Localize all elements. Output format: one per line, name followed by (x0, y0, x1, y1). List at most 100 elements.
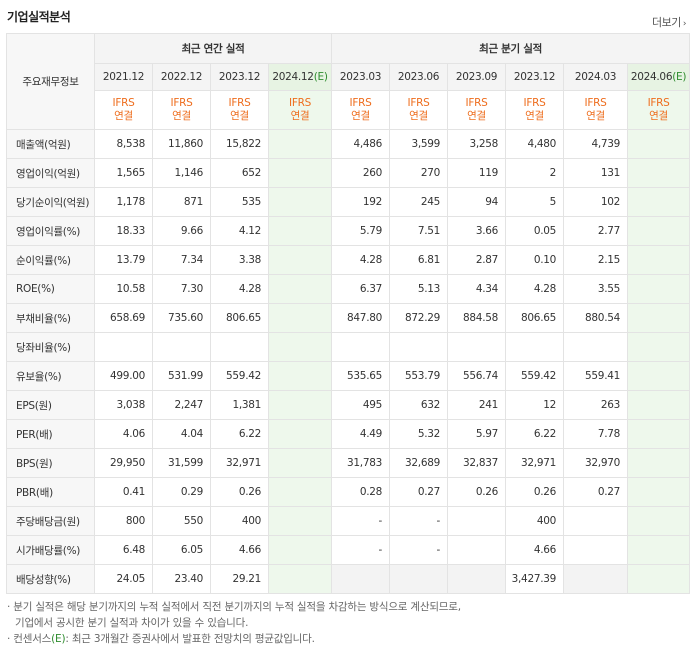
quarter-value: 270 (389, 158, 448, 188)
quarter-value (447, 535, 506, 565)
quarter-value: 192 (331, 187, 390, 217)
quarter-value: - (331, 506, 390, 536)
quarter-value: 32,971 (505, 448, 564, 478)
ifrs-cell: IFRS 연결 (563, 90, 628, 130)
ifrs-label: IFRS (407, 97, 430, 109)
quarter-value: 119 (447, 158, 506, 188)
quarter-value (331, 564, 390, 594)
quarter-value (447, 564, 506, 594)
annual-value: 735.60 (152, 303, 211, 333)
ifrs-sub-label: 연결 (290, 110, 310, 122)
quarter-value: 5.32 (389, 419, 448, 449)
quarter-value (563, 506, 628, 536)
more-link[interactable]: 더보기 › (652, 14, 687, 30)
quarter-value: 4,739 (563, 129, 628, 159)
ifrs-sub-label: 연결 (172, 110, 191, 122)
ifrs-sub-label: 연결 (525, 110, 544, 122)
quarter-value: 847.80 (331, 303, 390, 333)
quarter-value (447, 506, 506, 536)
ifrs-cell: IFRS 연결 (447, 90, 506, 130)
ifrs-cell: IFRS 연결 (626, 90, 691, 130)
quarter-value: 0.27 (563, 477, 628, 507)
quarter-value: 6.37 (331, 274, 390, 304)
ifrs-cell: IFRS 연결 (268, 90, 332, 130)
annual-value (268, 535, 332, 565)
annual-period-1: 2022.12 (152, 63, 211, 91)
consensus-label: · 컨센서스 (7, 633, 52, 645)
table-row: 주당배당금(원) 800 550 400- -400 (6, 506, 691, 536)
consensus-desc: : 최근 3개월간 증권사에서 발표한 전망치의 평균값입니다. (65, 633, 315, 645)
consensus-estimate-mark: (E) (51, 633, 66, 645)
quarter-value (626, 506, 691, 536)
quarter-value (626, 187, 691, 217)
table-row: 매출액(억원) 8,538 11,860 15,822 4,486 3,599 3,258 4… (6, 129, 691, 159)
table-row: 영업이익률(%) 18.33 9.66 4.12 5.79 7.51 3.66 0.05 2.7… (6, 216, 691, 246)
quarter-value: - (389, 506, 448, 536)
annual-value: 13.79 (94, 245, 153, 275)
ifrs-cell: IFRS 연결 (389, 90, 448, 130)
annual-value: 535 (210, 187, 269, 217)
financial-table: 주요재무정보 최근 연간 실적 최근 분기 실적 2021.12 2022.12 2… (6, 33, 691, 594)
quarter-value: 2 (505, 158, 564, 188)
annual-value: 806.65 (210, 303, 269, 333)
annual-value: 18.33 (94, 216, 153, 246)
quarter-value: 6.81 (389, 245, 448, 275)
annual-value: 0.29 (152, 477, 211, 507)
table-row: PER(배) 4.06 4.04 6.22 4.49 5.32 5.97 6.22 7.78 (6, 419, 691, 449)
quarter-value (389, 564, 448, 594)
more-label: 더보기 (652, 16, 681, 29)
quarter-period-0: 2023.03 (331, 63, 390, 91)
quarter-value: 559.41 (563, 361, 628, 391)
annual-value (94, 332, 153, 362)
ifrs-label: IFRS (647, 97, 670, 109)
row-label: 순이익률(%) (6, 245, 95, 275)
ifrs-label: IFRS (112, 97, 135, 109)
ifrs-label: IFRS (523, 97, 546, 109)
quarter-value: 872.29 (389, 303, 448, 333)
annual-value (268, 448, 332, 478)
ifrs-sub-label: 연결 (467, 110, 486, 122)
quarter-value: 632 (389, 390, 448, 420)
quarter-value: 0.26 (447, 477, 506, 507)
quarter-value: 3,258 (447, 129, 506, 159)
quarter-value: 263 (563, 390, 628, 420)
ifrs-cell: IFRS 연결 (210, 90, 269, 130)
quarter-value: - (331, 535, 390, 565)
annual-value: 1,381 (210, 390, 269, 420)
annual-value: 6.05 (152, 535, 211, 565)
ifrs-label: IFRS (465, 97, 488, 109)
quarter-value (626, 274, 691, 304)
quarter-value (505, 332, 564, 362)
quarter-value: 7.51 (389, 216, 448, 246)
ifrs-cell: IFRS 연결 (331, 90, 390, 130)
quarter-value: 241 (447, 390, 506, 420)
footnote-1: · 분기 실적은 해당 분기까지의 누적 실적에서 직전 분기까지의 누적 실적… (7, 601, 461, 613)
annual-value: 31,599 (152, 448, 211, 478)
ifrs-label: IFRS (349, 97, 372, 109)
quarter-value: 102 (563, 187, 628, 217)
quarter-value (563, 564, 628, 594)
annual-value: 658.69 (94, 303, 153, 333)
row-label: BPS(원) (6, 448, 95, 478)
quarter-value: 495 (331, 390, 390, 420)
quarter-period-4: 2024.03 (563, 63, 628, 91)
quarter-value: 0.26 (505, 477, 564, 507)
annual-group-header: 최근 연간 실적 (94, 33, 332, 64)
ifrs-sub-label: 연결 (351, 110, 370, 122)
ifrs-cell: IFRS 연결 (505, 90, 564, 130)
quarter-value (626, 303, 691, 333)
quarter-value: 0.28 (331, 477, 390, 507)
annual-value: 3.38 (210, 245, 269, 275)
annual-value (268, 332, 332, 362)
quarter-value: 3.55 (563, 274, 628, 304)
chevron-right-icon: › (682, 19, 687, 29)
table-row: 당좌비율(%) (6, 332, 691, 362)
annual-period-3: 2024.12(E) (268, 63, 332, 91)
quarter-value (389, 332, 448, 362)
quarter-period-2: 2023.09 (447, 63, 506, 91)
annual-value: 15,822 (210, 129, 269, 159)
annual-value (268, 390, 332, 420)
quarter-period-5: 2024.06(E) (626, 63, 691, 91)
annual-value (268, 477, 332, 507)
